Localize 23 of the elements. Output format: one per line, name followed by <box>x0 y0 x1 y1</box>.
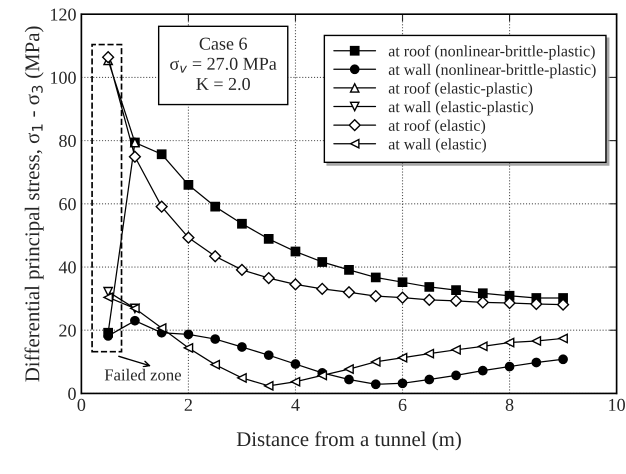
legend-label: at roof (elastic) <box>388 119 486 134</box>
annotation: Failed zone <box>104 368 181 381</box>
y-tick-label: 80 <box>59 134 76 148</box>
x-tick-label: 0 <box>78 398 86 411</box>
text: Case 6 σ$_{v}$ = 27.0 MPa K = 2.0 <box>170 38 277 90</box>
legend-label: at wall (elastic-plastic) <box>388 101 533 116</box>
y-tick-label: 120 <box>51 8 76 21</box>
y-tick-label: 60 <box>59 198 76 210</box>
x-tick-label: 8 <box>506 398 514 411</box>
y-tick-label: 40 <box>58 261 76 274</box>
x-tick-label: 2 <box>184 398 192 411</box>
y-tick-label: 0 <box>68 388 76 400</box>
x-axis-title: Distance from a tunnel (m) <box>236 431 461 450</box>
legend-label: at roof (nonlinear-brittle-plastic) <box>388 45 595 60</box>
legend-label: at wall (nonlinear-brittle-plastic) <box>388 64 596 78</box>
x-tick-label: 4 <box>291 398 300 411</box>
x-tick-label: 6 <box>398 398 406 411</box>
legend-label: at wall (elastic) <box>388 138 486 153</box>
legend-label: at roof (elastic-plastic) <box>388 82 532 97</box>
x-tick-label: 10 <box>609 398 625 411</box>
y-axis-title: Differential principal stress, σ$_{1}$ - σ$_{3}$ (MPa) <box>24 26 44 382</box>
y-tick-label: 20 <box>59 324 76 337</box>
y-tick-label: 100 <box>51 72 76 84</box>
